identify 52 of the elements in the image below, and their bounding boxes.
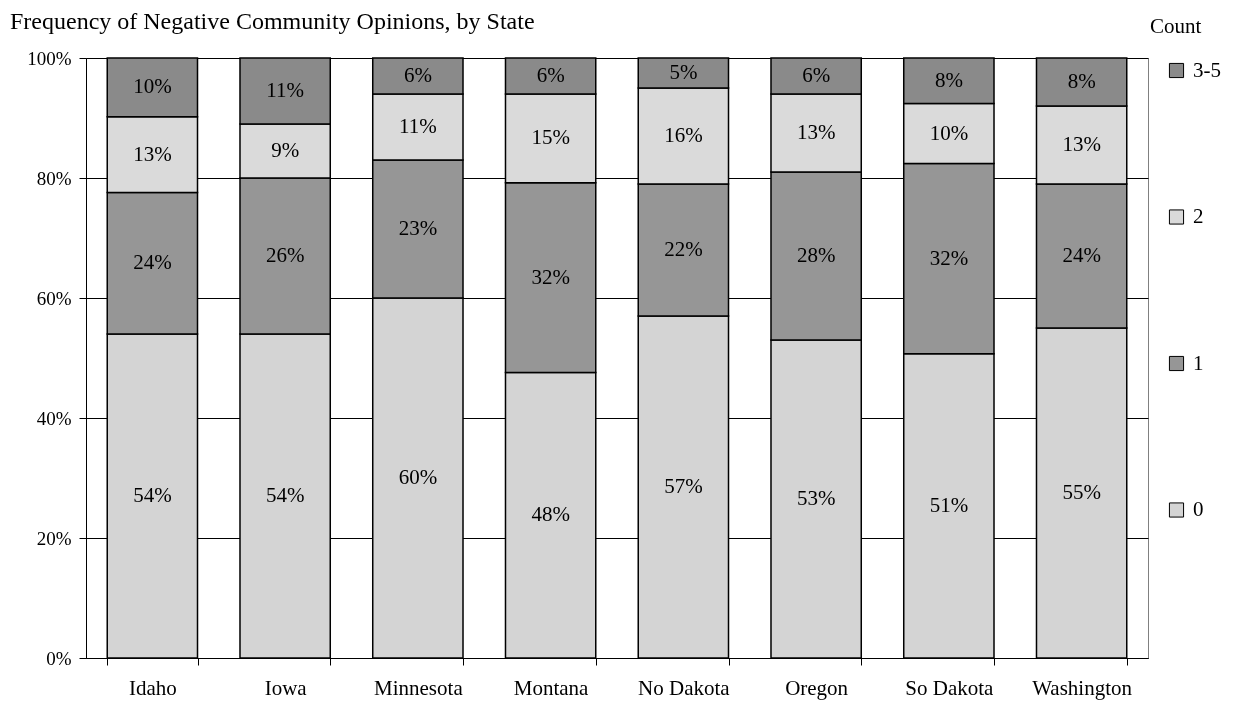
data-label: 10%: [133, 74, 172, 99]
x-tick-label: Minnesota: [374, 675, 464, 700]
data-label: 22%: [664, 237, 703, 261]
data-label: 53%: [796, 486, 836, 510]
data-label: 6%: [403, 63, 432, 87]
legend-label: 1: [1193, 350, 1204, 375]
legend-label: 3-5: [1193, 57, 1221, 82]
x-tick-label: No Dakota: [638, 675, 731, 700]
y-tick-label: 40%: [36, 407, 72, 429]
y-tick-label: 100%: [27, 47, 72, 69]
y-tick-label: 0%: [46, 647, 72, 669]
data-label: 13%: [133, 141, 172, 166]
data-label: 23%: [398, 216, 438, 240]
data-label: 57%: [664, 474, 703, 498]
legend-label: 0: [1193, 497, 1204, 521]
data-label: 8%: [1067, 69, 1096, 93]
data-label: 54%: [133, 483, 172, 507]
data-label: 16%: [664, 123, 703, 147]
data-label: 54%: [265, 483, 305, 507]
x-tick-label: Idaho: [128, 675, 177, 700]
data-label: 15%: [531, 125, 570, 150]
data-label: 24%: [1062, 243, 1101, 267]
data-label: 6%: [536, 63, 565, 87]
y-tick-label: 20%: [36, 527, 72, 549]
x-tick-label: So Dakota: [905, 675, 995, 700]
x-tick-label: Oregon: [785, 675, 849, 700]
legend-title: Count: [1150, 14, 1202, 38]
x-tick-label: Montana: [513, 675, 590, 700]
chart-title: Frequency of Negative Community Opinions, by State: [10, 8, 535, 34]
data-label: 32%: [929, 245, 969, 270]
data-label: 55%: [1062, 480, 1101, 504]
data-label: 11%: [399, 114, 437, 138]
data-label: 10%: [929, 120, 969, 145]
data-label: 51%: [929, 492, 969, 517]
x-tick-label: Iowa: [264, 675, 308, 700]
y-tick-label: 60%: [36, 287, 72, 309]
data-label: 24%: [133, 250, 172, 275]
data-label: 13%: [1062, 132, 1101, 156]
data-label: 9%: [271, 138, 300, 162]
data-label: 11%: [266, 78, 304, 102]
data-label: 6%: [802, 63, 831, 87]
data-label: 60%: [398, 465, 438, 489]
data-label: 28%: [796, 243, 836, 267]
data-label: 32%: [531, 264, 570, 289]
data-label: 26%: [265, 243, 305, 267]
data-label: 5%: [669, 60, 698, 84]
data-label: 8%: [934, 67, 963, 92]
data-label: 48%: [531, 502, 570, 527]
data-label: 13%: [796, 120, 836, 144]
y-tick-label: 80%: [36, 167, 72, 189]
legend-label: 2: [1193, 204, 1204, 228]
x-tick-label: Washington: [1032, 675, 1133, 700]
